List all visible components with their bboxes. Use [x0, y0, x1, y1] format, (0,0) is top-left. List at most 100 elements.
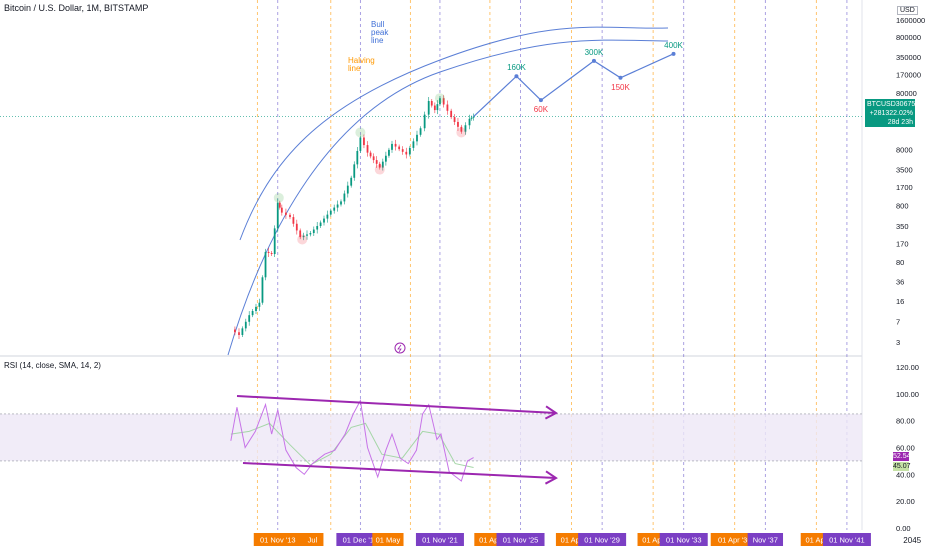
- candle: [472, 116, 475, 118]
- date-tag: 01 Nov '29: [584, 536, 620, 545]
- candle: [470, 117, 473, 119]
- projection-node: [514, 74, 519, 79]
- candle: [346, 185, 349, 194]
- candle: [333, 207, 336, 211]
- date-tag-bg: [415, 533, 464, 546]
- lower-growth-arc: [227, 39, 669, 356]
- candle: [398, 146, 401, 150]
- price-axis-label: 3500: [896, 166, 913, 175]
- candle: [270, 252, 273, 255]
- date-tag-bg: [822, 533, 871, 546]
- candle: [319, 222, 322, 227]
- candle: [391, 143, 393, 150]
- candle: [453, 117, 456, 122]
- candle: [316, 226, 319, 230]
- candle: [292, 217, 295, 224]
- candle: [295, 223, 298, 231]
- date-tag: 01 Apr: [642, 536, 664, 545]
- candle: [353, 164, 356, 178]
- x-axis-year-label: 2045: [903, 536, 921, 545]
- bar-countdown: 28d 23h: [887, 119, 913, 126]
- candle: [258, 302, 261, 307]
- price-axis-label: 170000: [896, 71, 921, 80]
- projection-target-label: 150K: [611, 83, 630, 92]
- candle: [369, 152, 372, 157]
- candle: [261, 277, 264, 303]
- candle: [446, 104, 449, 111]
- halving-annotation: Halving line: [348, 56, 375, 73]
- projection-target-label: 400K: [664, 41, 683, 50]
- projection-node: [538, 98, 543, 103]
- price-axis-label: 80: [896, 258, 904, 267]
- price-axis-label: 7: [896, 317, 900, 326]
- date-tag-bg: [747, 533, 784, 546]
- candle: [267, 251, 270, 253]
- candle: [416, 134, 418, 142]
- date-tag-bg: [659, 533, 708, 546]
- candle: [381, 161, 384, 168]
- candle: [468, 118, 471, 126]
- rsi-band: [0, 413, 862, 461]
- date-tag-bg: [301, 533, 324, 546]
- candle: [276, 202, 279, 229]
- price-axis-label: 16: [896, 297, 904, 306]
- price-axis-label: 170: [896, 239, 909, 248]
- date-tag-bg: [372, 533, 404, 546]
- candle: [312, 229, 315, 234]
- candle: [329, 210, 332, 215]
- cycle-marker-4: [434, 93, 445, 104]
- candle: [273, 228, 276, 255]
- candle: [343, 193, 346, 202]
- candle: [238, 332, 240, 335]
- candle: [388, 149, 390, 156]
- price-axis-label: 350000: [896, 53, 921, 62]
- date-tag: 01 Nov '41: [829, 536, 865, 545]
- candle: [464, 125, 467, 132]
- candle: [372, 156, 375, 161]
- candle: [442, 98, 445, 105]
- rsi-axis-label: 40.00: [896, 470, 915, 479]
- candle: [278, 202, 281, 208]
- candle: [412, 141, 415, 148]
- date-tag-bg: [578, 533, 627, 546]
- chart-title: Bitcoin / U.S. Dollar, 1M, BITSTAMP: [4, 3, 149, 13]
- currency-tag[interactable]: USD: [897, 6, 918, 15]
- price-change: +281322.02%: [869, 110, 913, 117]
- projection-target-label: 160K: [507, 63, 526, 72]
- price-axis-label: 800: [896, 202, 909, 211]
- projection-node: [618, 75, 623, 80]
- cycle-marker-0: [273, 192, 284, 203]
- price-axis-label: 8000: [896, 145, 913, 154]
- candle: [285, 212, 287, 215]
- candle: [299, 230, 302, 238]
- candle: [363, 137, 365, 146]
- date-tag-bg: [496, 533, 545, 546]
- candle: [359, 137, 362, 151]
- date-tag: 01 Nov '25: [503, 536, 539, 545]
- last-price-tag: BTCUSD 30675 +281322.02% 28d 23h: [865, 99, 915, 127]
- rsi-axis-label: 20.00: [896, 497, 915, 506]
- cycle-marker-1: [297, 234, 308, 245]
- lightning-icon: [397, 344, 402, 353]
- rsi-axis-label: 0.00: [896, 524, 911, 533]
- projection-target-label: 300K: [585, 48, 604, 57]
- candle: [244, 321, 247, 329]
- candle: [384, 155, 387, 162]
- candle: [427, 101, 430, 115]
- candle: [323, 218, 325, 223]
- candle: [378, 163, 381, 168]
- date-tag: 01 Apr '36: [718, 536, 752, 545]
- candle: [450, 110, 453, 118]
- rsi-sma-value-tag: 45.07: [893, 462, 911, 471]
- rsi-upper-trend-arrow: [236, 395, 557, 414]
- rsi-indicator-label[interactable]: RSI (14, close, SMA, 14, 2): [4, 361, 101, 370]
- projection-target-label: 60K: [534, 105, 549, 114]
- candle: [419, 128, 422, 135]
- rsi-lower-trend-arrow-head: [544, 470, 558, 485]
- candle: [457, 121, 459, 127]
- candle: [241, 328, 244, 335]
- date-tag: 01 Apr: [561, 536, 583, 545]
- price-axis-label: 1600000: [896, 16, 925, 25]
- cycle-marker-5: [456, 127, 467, 138]
